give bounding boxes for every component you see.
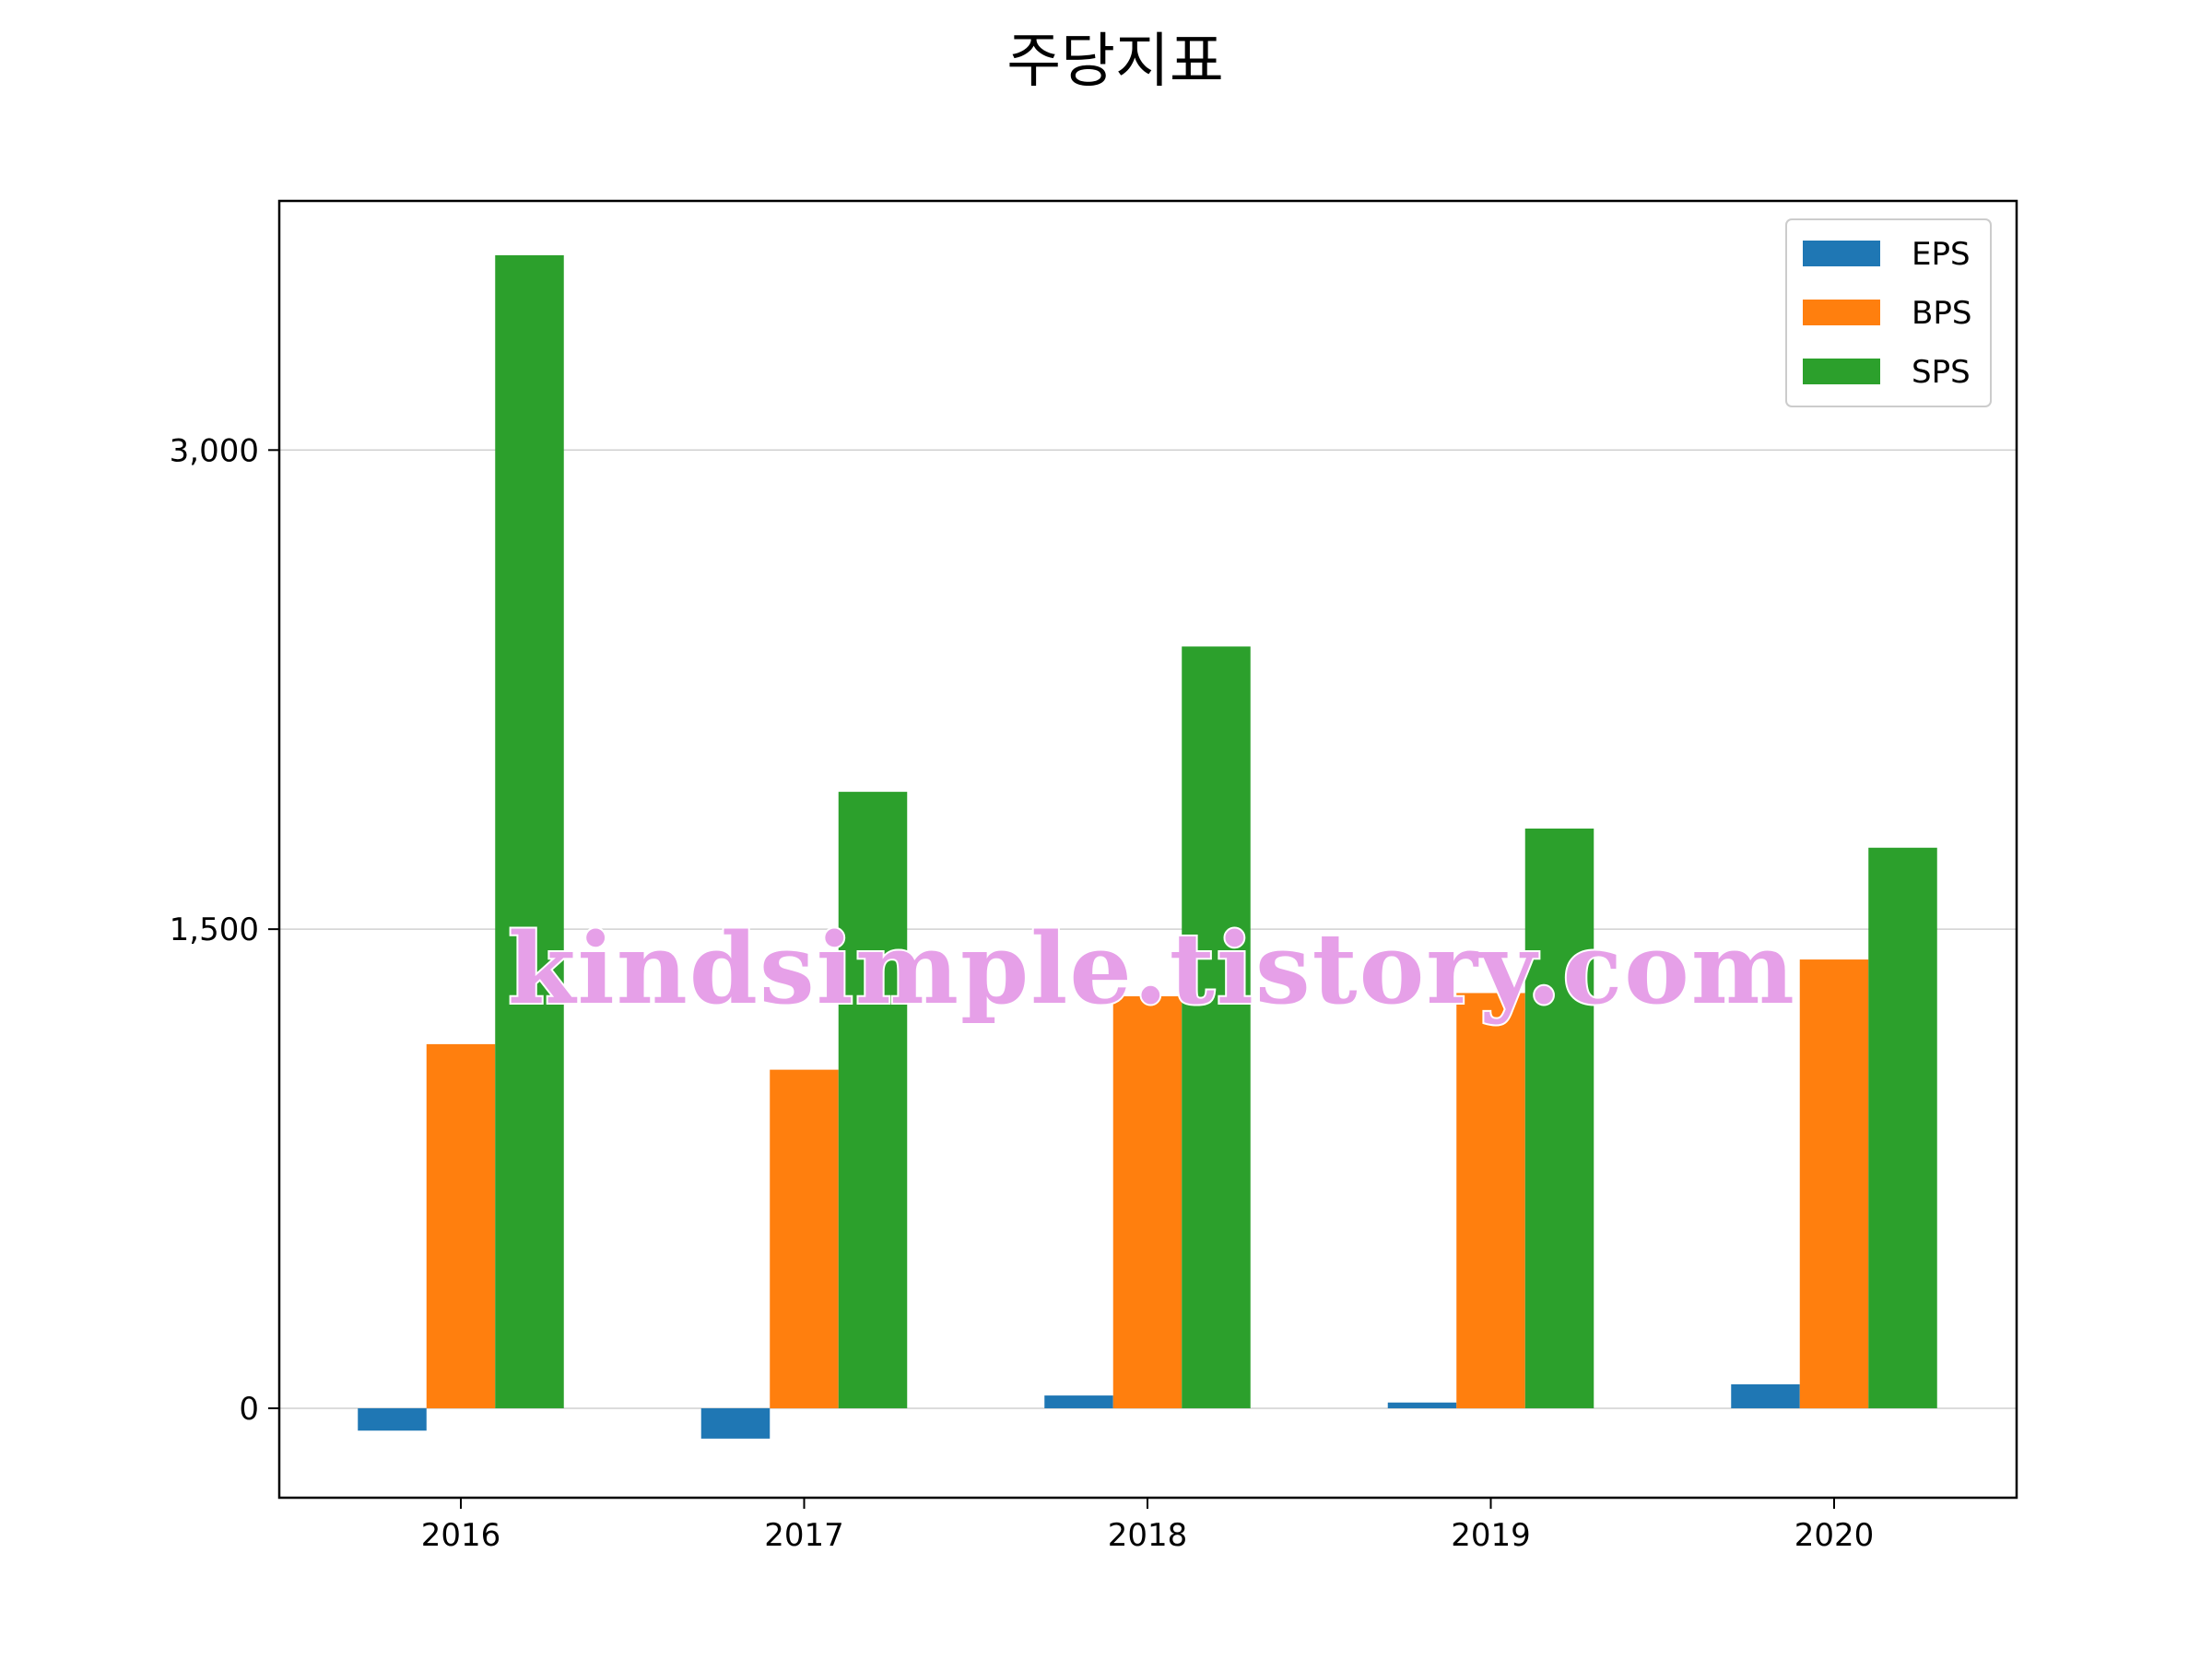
y-axis: 0 1,500 3,000 (170, 432, 279, 1428)
bar-sps-2018 (1182, 646, 1251, 1408)
watermark-text: kindsimple.tistory.com (508, 911, 1796, 1026)
bar-eps-2016 (358, 1407, 427, 1431)
bar-sps-2016 (495, 254, 564, 1408)
bar-bps-2017 (770, 1069, 839, 1408)
x-axis: 2016 2017 2018 2019 2020 (421, 1498, 1875, 1554)
x-tick-label: 2020 (1794, 1517, 1875, 1554)
y-tick-label: 3,000 (170, 432, 259, 469)
bar-sps-2019 (1524, 828, 1594, 1408)
bar-eps-2019 (1387, 1402, 1457, 1408)
legend-label-bps: BPS (1912, 295, 1971, 332)
x-tick-label: 2019 (1451, 1517, 1531, 1554)
x-tick-label: 2016 (421, 1517, 501, 1554)
watermark: kindsimple.tistory.com (506, 909, 1796, 1028)
bars (358, 254, 1937, 1439)
bar-eps-2020 (1731, 1383, 1800, 1408)
legend-label-eps: EPS (1912, 236, 1971, 273)
chart-title: 주당지표 (1006, 28, 1224, 96)
y-tick-label: 0 (239, 1391, 259, 1428)
legend-swatch-eps (1803, 241, 1880, 266)
x-tick-label: 2018 (1108, 1517, 1188, 1554)
legend-swatch-bps (1803, 300, 1880, 325)
y-tick-label: 1,500 (170, 912, 259, 948)
x-tick-label: 2017 (764, 1517, 844, 1554)
bar-sps-2020 (1868, 847, 1937, 1408)
bar-eps-2018 (1044, 1395, 1113, 1408)
bar-bps-2016 (426, 1043, 496, 1408)
bar-sps-2017 (838, 792, 908, 1408)
bar-bps-2020 (1799, 959, 1869, 1408)
bar-eps-2017 (700, 1407, 771, 1439)
legend-label-sps: SPS (1912, 354, 1971, 391)
legend: EPS BPS SPS (1785, 218, 1992, 407)
legend-swatch-sps (1803, 359, 1880, 384)
bar-bps-2019 (1456, 993, 1525, 1408)
bar-bps-2018 (1112, 995, 1182, 1408)
